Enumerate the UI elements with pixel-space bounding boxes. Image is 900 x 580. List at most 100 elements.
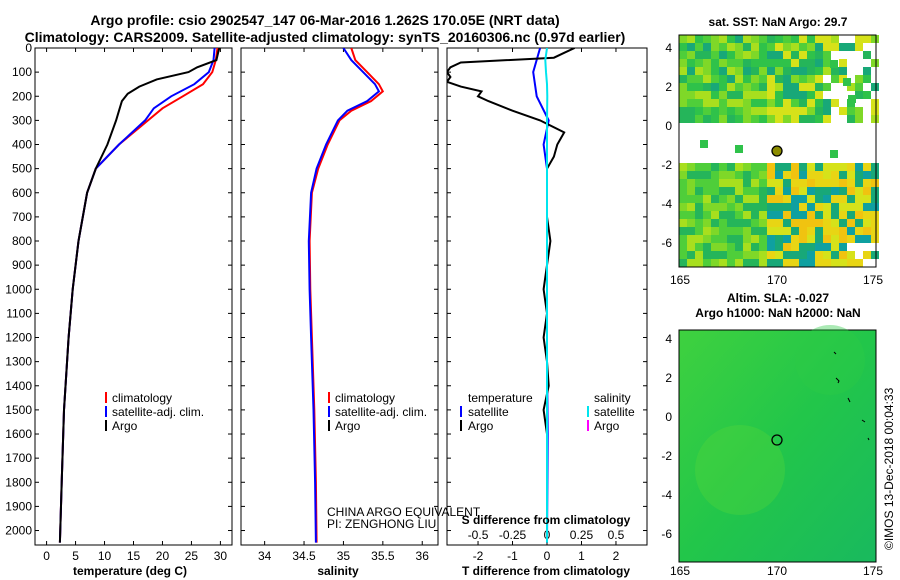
- sst-cell: [679, 99, 687, 107]
- sst-cell: [759, 51, 767, 59]
- sst-cell: [703, 251, 711, 259]
- sst-cell: [687, 179, 695, 187]
- sst-cell: [735, 179, 743, 187]
- sst-cell: [799, 107, 807, 115]
- sst-cell: [799, 75, 807, 83]
- sst-cell: [791, 75, 799, 83]
- sst-cell: [775, 227, 783, 235]
- sst-cell: [687, 83, 695, 91]
- sst-cell: [719, 195, 727, 203]
- sst-cell: [751, 75, 759, 83]
- sst-cell: [767, 195, 775, 203]
- sst-cell: [855, 43, 863, 51]
- sst-cell: [871, 163, 879, 171]
- sst-cell: [823, 179, 831, 187]
- legend-s-satellite: satellite: [594, 405, 635, 419]
- sst-cell: [791, 171, 799, 179]
- sst-cell: [839, 211, 847, 219]
- sst-cell: [775, 107, 783, 115]
- sst-cell: [863, 195, 871, 203]
- legend-argo: Argo: [112, 419, 138, 433]
- sst-cell: [759, 251, 767, 259]
- sst-cell: [679, 251, 687, 259]
- sst-ytick: 2: [665, 80, 672, 94]
- x-tick-label: 1: [578, 549, 585, 563]
- sst-cell: [783, 219, 791, 227]
- sst-cell: [799, 211, 807, 219]
- sst-cell: [799, 99, 807, 107]
- sst-cell: [767, 43, 775, 51]
- sst-cell: [735, 145, 743, 153]
- sst-cell: [711, 243, 719, 251]
- sst-cell: [775, 171, 783, 179]
- sst-cell: [687, 75, 695, 83]
- sst-cell: [679, 235, 687, 243]
- sst-cell: [831, 195, 839, 203]
- x-tick-label: 0: [43, 549, 50, 563]
- sla-ytick: -4: [661, 488, 672, 502]
- sst-cell: [863, 51, 871, 59]
- title-line-1: Argo profile: csio 2902547_147 06-Mar-20…: [90, 12, 560, 28]
- x-tick-label: 35: [337, 549, 351, 563]
- y-tick-label: 0: [25, 41, 32, 55]
- sst-cell: [815, 67, 823, 75]
- sst-cell: [847, 195, 855, 203]
- sst-cell: [727, 75, 735, 83]
- sst-cell: [839, 179, 847, 187]
- difference-xlabel: T difference from climatology: [462, 564, 630, 578]
- sst-cell: [751, 211, 759, 219]
- sst-cell: [847, 171, 855, 179]
- sst-cell: [679, 91, 687, 99]
- sst-cell: [823, 51, 831, 59]
- sst-cell: [791, 211, 799, 219]
- salinity-xlabel: salinity: [317, 564, 359, 578]
- sst-cell: [695, 163, 703, 171]
- sst-cell: [855, 171, 863, 179]
- sst-cell: [815, 35, 823, 43]
- sst-cell: [823, 219, 831, 227]
- y-tick-label: 400: [12, 138, 32, 152]
- sst-cell: [679, 67, 687, 75]
- sst-cell: [759, 107, 767, 115]
- s-difference-label: S difference from climatology: [462, 513, 631, 527]
- sst-cell: [719, 219, 727, 227]
- sst-cell: [727, 243, 735, 251]
- sst-cell: [799, 67, 807, 75]
- x-tick-label: 36: [416, 549, 430, 563]
- sst-cell: [743, 227, 751, 235]
- temperature-xlabel: temperature (deg C): [73, 564, 187, 578]
- x-tick-label: 35.5: [371, 549, 395, 563]
- sst-cell: [735, 163, 743, 171]
- sst-cell: [839, 43, 847, 51]
- sst-cell: [791, 235, 799, 243]
- sst-cell: [751, 243, 759, 251]
- sst-cell: [719, 43, 727, 51]
- sst-cell: [719, 187, 727, 195]
- sst-ytick: -6: [661, 236, 672, 250]
- sst-cell: [823, 251, 831, 259]
- sst-cell: [735, 227, 743, 235]
- sst-cell: [791, 51, 799, 59]
- sst-cell: [783, 179, 791, 187]
- sst-cell: [735, 235, 743, 243]
- sst-cell: [719, 91, 727, 99]
- sst-cell: [719, 171, 727, 179]
- sst-cell: [815, 227, 823, 235]
- y-tick-label: 800: [12, 234, 32, 248]
- sst-cell: [831, 243, 839, 251]
- series-line: [544, 48, 549, 543]
- sst-cell: [823, 243, 831, 251]
- sst-cell: [711, 211, 719, 219]
- sst-cell: [735, 75, 743, 83]
- sst-cell: [703, 67, 711, 75]
- sst-cell: [767, 171, 775, 179]
- sst-cell: [695, 235, 703, 243]
- sst-cell: [775, 203, 783, 211]
- sst-cell: [871, 179, 879, 187]
- sst-cell: [703, 83, 711, 91]
- sst-cell: [863, 163, 871, 171]
- sst-cell: [871, 107, 879, 115]
- sst-cell: [679, 227, 687, 235]
- sst-cell: [687, 91, 695, 99]
- sst-cell: [783, 203, 791, 211]
